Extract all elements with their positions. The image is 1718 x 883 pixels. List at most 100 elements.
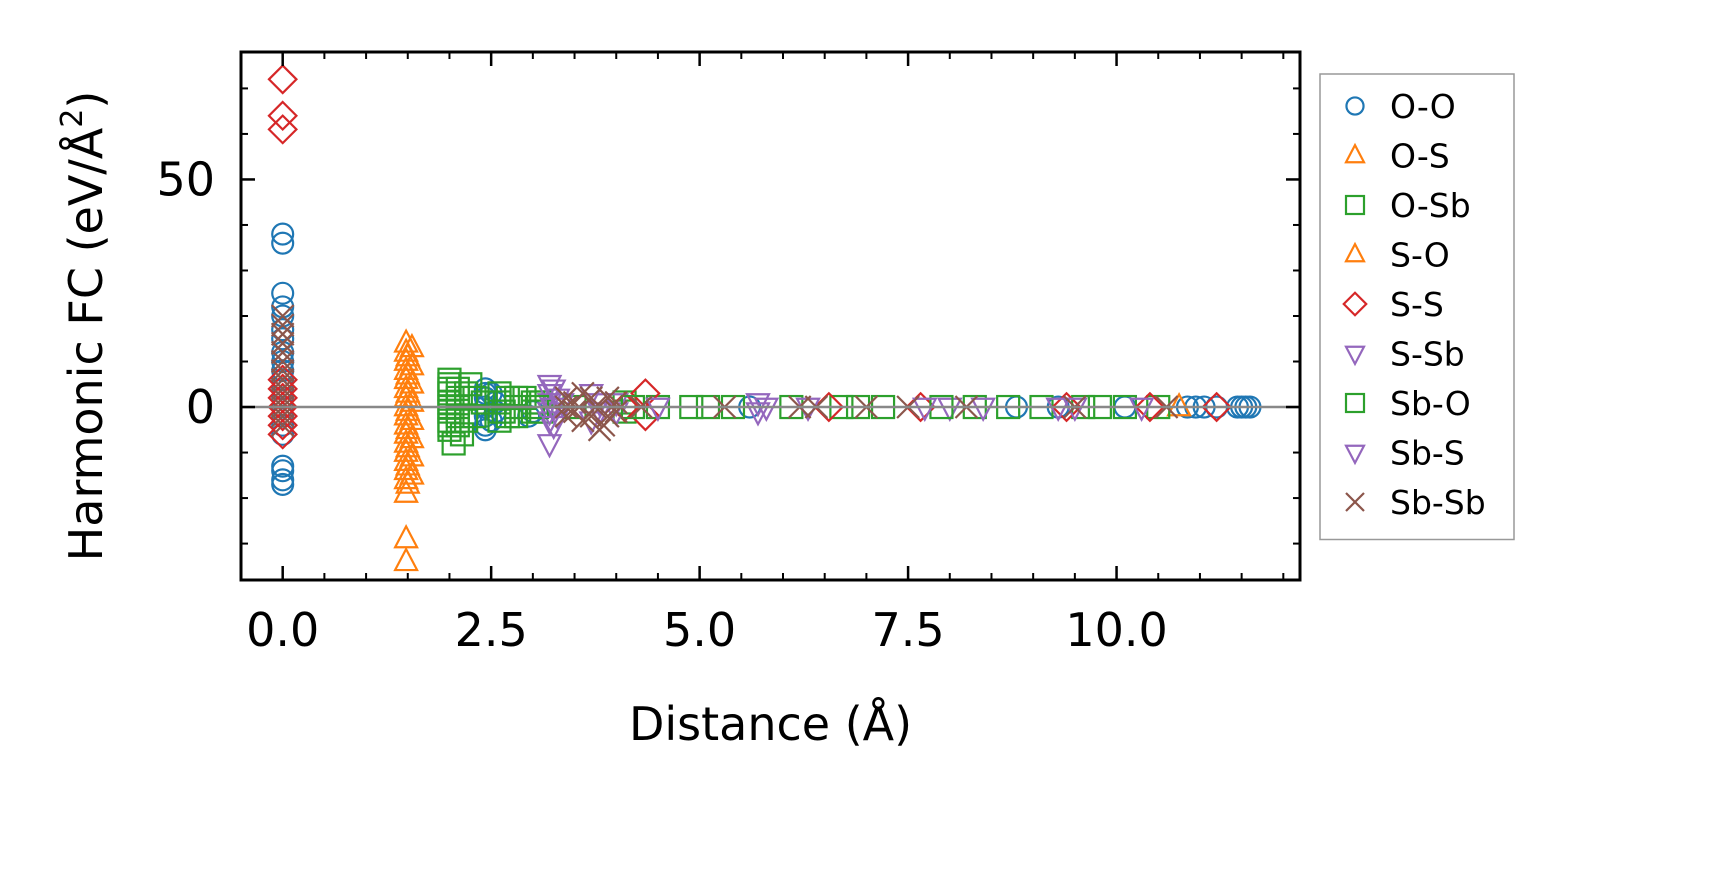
legend-marker: [1344, 194, 1366, 216]
data-point: [394, 378, 421, 403]
y-axis-title-close: ): [59, 91, 113, 109]
legend-marker: [1345, 492, 1365, 512]
y-axis-title: Harmonic FC (eV/Å2): [55, 91, 113, 562]
data-point: [270, 358, 295, 383]
data-point: [270, 386, 295, 410]
series-o-s: [393, 328, 1192, 572]
data-point: [394, 469, 421, 494]
legend-item-o-s: O-S: [1344, 137, 1450, 176]
legend-label: O-S: [1390, 137, 1450, 176]
data-point: [458, 372, 483, 397]
data-point: [394, 451, 421, 476]
data-point: [394, 432, 421, 458]
data-point: [271, 231, 295, 255]
data-point: [267, 419, 298, 450]
data-point: [270, 331, 295, 356]
legend-label: Sb-S: [1390, 434, 1465, 473]
legend-marker: [1344, 444, 1366, 466]
legend-item-o-o: O-O: [1345, 87, 1456, 126]
data-point: [270, 377, 295, 401]
data-point: [394, 341, 421, 367]
legend-item-o-sb: O-Sb: [1344, 186, 1471, 225]
data-point: [1051, 391, 1082, 423]
data-point: [270, 304, 295, 328]
series-o-o: [271, 222, 1262, 496]
data-point: [596, 386, 620, 410]
legend-marker: [1344, 241, 1366, 263]
data-point: [271, 459, 295, 483]
x-tick-label: 5.0: [663, 603, 736, 657]
data-point: [554, 386, 578, 410]
legend-label: Sb-Sb: [1390, 483, 1486, 522]
x-tick-label: 2.5: [455, 603, 528, 657]
data-point: [1166, 392, 1192, 417]
data-point: [394, 414, 421, 440]
x-tick-label: 0.0: [246, 603, 319, 657]
data-point: [394, 396, 421, 421]
data-point: [270, 404, 295, 428]
x-tick-label: 7.5: [872, 603, 945, 657]
data-point: [267, 114, 298, 145]
y-axis-title-main: Harmonic FC (eV/Å: [59, 127, 113, 561]
data-point: [271, 222, 295, 246]
y-tick-label: 50: [156, 152, 215, 206]
data-point: [271, 318, 295, 342]
legend-marker: [1345, 96, 1365, 116]
data-point: [491, 399, 516, 424]
data-point: [270, 413, 295, 438]
data-point: [554, 404, 578, 428]
legend-item-s-o: S-O: [1344, 236, 1450, 275]
data-point: [437, 376, 462, 401]
data-point: [540, 415, 567, 441]
data-point: [271, 327, 295, 351]
data-point: [449, 422, 475, 447]
series-sb-sb: [270, 304, 1179, 442]
data-point: [970, 397, 996, 423]
data-point: [512, 385, 537, 411]
legend: O-O O-S O-Sb S-O S-S S-Sb Sb-O Sb-S Sb-Sb: [1319, 73, 1515, 541]
data-point: [645, 397, 671, 423]
data-point: [270, 313, 295, 337]
data-point: [270, 340, 295, 365]
legend-marker: [1344, 142, 1366, 164]
data-point: [270, 367, 295, 392]
data-point: [267, 409, 298, 441]
legend-item-s-sb: S-Sb: [1344, 335, 1465, 374]
legend-label: S-Sb: [1390, 335, 1465, 374]
data-point: [604, 399, 629, 424]
data-point: [271, 472, 295, 496]
legend-label: S-O: [1390, 236, 1450, 275]
data-point: [911, 397, 938, 423]
x-tick-label: 10.0: [1065, 603, 1167, 657]
data-point: [1201, 391, 1232, 423]
data-point: [596, 404, 620, 428]
legend-label: O-Sb: [1390, 186, 1471, 225]
data-point: [271, 295, 295, 319]
legend-marker: [1344, 345, 1366, 367]
data-point: [441, 431, 466, 456]
data-point: [267, 64, 298, 95]
data-point: [1134, 391, 1166, 423]
legend-label: O-O: [1390, 87, 1456, 126]
data-point: [536, 434, 563, 459]
data-point: [271, 468, 295, 492]
data-point: [267, 400, 298, 432]
data-point: [753, 397, 780, 423]
data-point: [1045, 397, 1072, 423]
data-point: [936, 397, 963, 423]
data-point: [271, 281, 295, 305]
legend-label: S-S: [1390, 285, 1444, 324]
series-s-s: [267, 64, 1232, 450]
data-point: [1062, 397, 1088, 423]
data-point: [267, 100, 298, 132]
data-point: [462, 385, 487, 411]
data-point: [470, 390, 495, 415]
data-point: [504, 404, 529, 429]
data-point: [393, 524, 419, 549]
tick-labels: 0.0 2.5 5.0 7.5 10.0 0 50: [156, 152, 1167, 657]
data-point: [604, 390, 629, 415]
data-point: [393, 328, 419, 353]
legend-item-s-s: S-S: [1342, 285, 1444, 324]
legend-item-sb-o: Sb-O: [1344, 384, 1471, 423]
